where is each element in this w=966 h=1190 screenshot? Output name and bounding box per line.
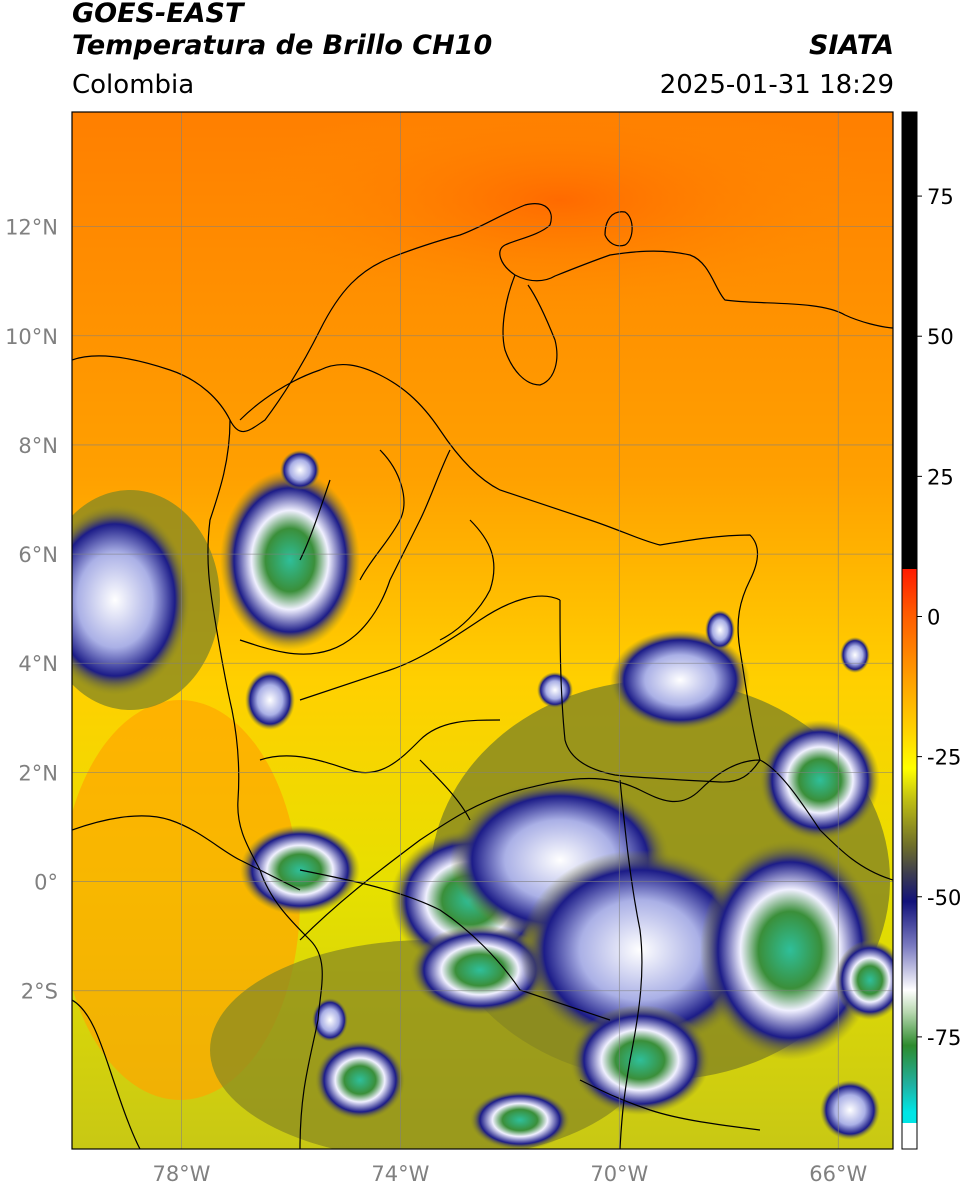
- satellite-image: [72, 112, 893, 1149]
- lat-label: 8°N: [18, 434, 58, 458]
- lon-label: 66°W: [809, 1162, 867, 1186]
- colorbar-tick-label: 50: [927, 325, 954, 349]
- colorbar-white-end: [902, 1123, 917, 1149]
- colorbar-tick-label: -25: [927, 746, 961, 770]
- colorbar-frame: [901, 111, 918, 1150]
- colorbar: 75 50 25 0 -25 -50 -75: [901, 111, 961, 1150]
- colorbar-tick-label: 75: [927, 185, 954, 209]
- lat-label: 12°N: [5, 216, 58, 240]
- lat-label: 2°S: [21, 980, 58, 1004]
- map-frame: [71, 111, 894, 1150]
- colorbar-tick-label: 25: [927, 465, 954, 489]
- lat-label: 0°: [34, 871, 58, 895]
- agency-label: SIATA: [808, 30, 894, 61]
- lon-label: 78°W: [152, 1162, 210, 1186]
- colorbar-tick-label: -50: [927, 886, 961, 910]
- lat-label: 2°N: [18, 761, 58, 785]
- colorbar-gradient: [902, 569, 917, 1123]
- colorbar-tick-label: 0: [927, 605, 940, 629]
- datetime-label: 2025-01-31 18:29: [659, 70, 894, 100]
- product-title: Temperatura de Brillo CH10: [72, 30, 493, 61]
- colorbar-tick-label: -75: [927, 1026, 961, 1050]
- region-label: Colombia: [72, 70, 195, 100]
- colorbar-ticks: 75 50 25 0 -25 -50 -75: [917, 185, 961, 1050]
- lon-label: 70°W: [590, 1162, 648, 1186]
- lon-label: 74°W: [371, 1162, 429, 1186]
- lat-label: 4°N: [18, 652, 58, 676]
- graticule: [72, 112, 893, 1149]
- colorbar-black-segment: [902, 112, 917, 569]
- satellite-title: GOES-EAST: [72, 0, 244, 29]
- lat-label: 6°N: [18, 543, 58, 567]
- lat-label: 10°N: [5, 325, 58, 349]
- lat-labels: 12°N 10°N 8°N 6°N 4°N 2°N 0° 2°S: [5, 216, 58, 1004]
- lon-labels: 78°W 74°W 70°W 66°W: [152, 1162, 867, 1186]
